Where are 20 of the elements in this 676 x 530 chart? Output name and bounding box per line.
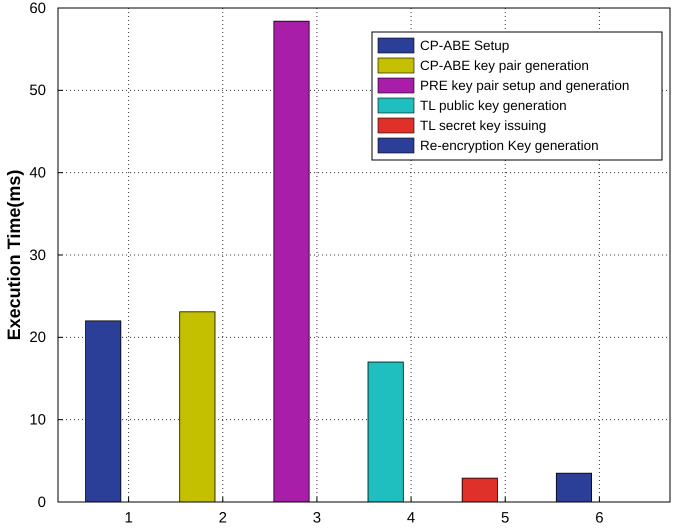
y-tick-label: 10 xyxy=(29,411,46,428)
y-tick-label: 60 xyxy=(29,0,46,17)
legend-label: TL secret key issuing xyxy=(420,118,546,133)
x-tick-label: 1 xyxy=(124,510,133,527)
legend-label: TL public key generation xyxy=(420,98,567,113)
legend-label: CP-ABE Setup xyxy=(420,38,510,53)
y-axis-title: Execution Time(ms) xyxy=(4,170,24,340)
legend-label: PRE key pair setup and generation xyxy=(420,78,630,93)
x-tick-label: 6 xyxy=(595,510,604,527)
x-tick-label: 4 xyxy=(406,510,416,527)
legend-label: Re-encryption Key generation xyxy=(420,138,599,153)
y-tick-label: 0 xyxy=(38,494,46,511)
y-tick-label: 50 xyxy=(29,82,46,100)
y-tick-label: 30 xyxy=(29,246,46,264)
legend-label: CP-ABE key pair generation xyxy=(420,58,589,73)
x-tick-label: 3 xyxy=(312,510,322,527)
y-tick-label: 20 xyxy=(29,329,46,346)
x-tick-label: 2 xyxy=(218,510,227,527)
y-tick-label: 40 xyxy=(29,164,46,182)
x-tick-label: 5 xyxy=(501,510,510,527)
